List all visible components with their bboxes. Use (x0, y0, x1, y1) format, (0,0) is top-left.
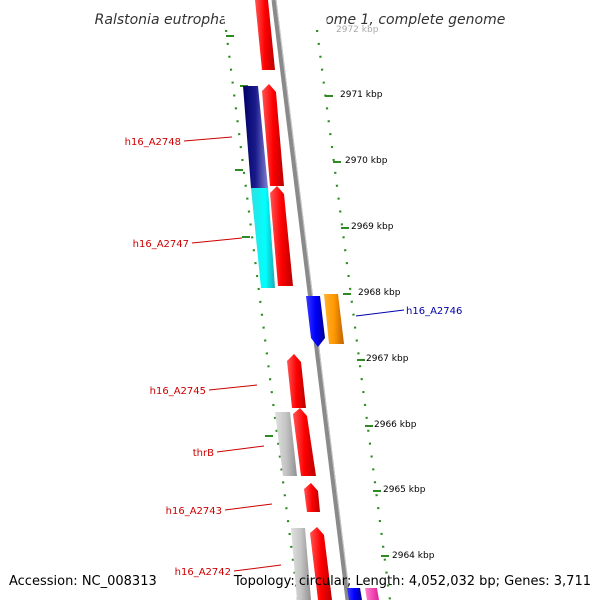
accession-text: Accession: NC_008313 (9, 574, 157, 589)
tick-label-2964: 2964 kbp (392, 551, 435, 561)
leader-line (191, 237, 243, 244)
gene-label-h16_A2745[interactable]: h16_A2745 (150, 386, 206, 397)
outer-dotted-guide (315, 29, 392, 600)
scale-ticks (226, 35, 389, 557)
gene-feature-blue[interactable] (306, 296, 325, 347)
gene-feature-orange[interactable] (324, 294, 344, 344)
scale-tick-labels: 2972 kbp 2971 kbp 2970 kbp 2969 kbp 2968… (336, 25, 435, 561)
gene-label-h16_A2747[interactable]: h16_A2747 (133, 239, 189, 250)
leader-line (208, 384, 258, 391)
gene-feature-red[interactable] (310, 527, 332, 600)
gene-feature-navy[interactable] (243, 86, 268, 188)
gene-feature-red[interactable] (304, 483, 320, 512)
leader-line (216, 445, 265, 453)
leader-line (233, 564, 282, 572)
gene-label-h16_A2742[interactable]: h16_A2742 (175, 567, 231, 578)
gene-label-thrB[interactable]: thrB (193, 448, 214, 459)
leader-line (355, 309, 405, 317)
tick-label-2970: 2970 kbp (345, 156, 388, 166)
tick-label-2965: 2965 kbp (383, 485, 426, 495)
gene-feature-red[interactable] (262, 84, 284, 186)
inner-dotted-guide (224, 29, 300, 600)
tick-label-2971: 2971 kbp (340, 90, 383, 100)
tick-label-2969: 2969 kbp (351, 222, 394, 232)
tick-label-2972: 2972 kbp (336, 25, 379, 35)
leader-line (224, 503, 273, 511)
tick-label-2968: 2968 kbp (358, 288, 401, 298)
gene-feature-red[interactable] (293, 408, 316, 476)
gene-feature-pink[interactable] (365, 588, 379, 600)
gene-label-leaders (183, 136, 405, 572)
gene-feature-gray[interactable] (275, 412, 297, 476)
gene-feature-gray[interactable] (291, 528, 311, 600)
gene-label-h16_A2748[interactable]: h16_A2748 (125, 137, 181, 148)
gene-feature-cyan[interactable] (251, 188, 275, 288)
gene-label-h16_A2743[interactable]: h16_A2743 (166, 506, 222, 517)
tick-label-2967: 2967 kbp (366, 354, 409, 364)
gene-feature-red[interactable] (287, 354, 306, 408)
summary-text: Topology: circular; Length: 4,052,032 bp… (233, 574, 591, 589)
gene-labels: h16_A2748 h16_A2747 h16_A2746 h16_A2745 … (125, 137, 463, 578)
gene-features (243, 0, 379, 600)
tick-label-2966: 2966 kbp (374, 420, 417, 430)
gene-feature-red[interactable] (255, 0, 275, 70)
gene-label-h16_A2746[interactable]: h16_A2746 (406, 306, 462, 317)
gene-feature-red[interactable] (270, 186, 293, 286)
gene-feature-blue[interactable] (347, 588, 362, 600)
leader-line (183, 136, 233, 142)
